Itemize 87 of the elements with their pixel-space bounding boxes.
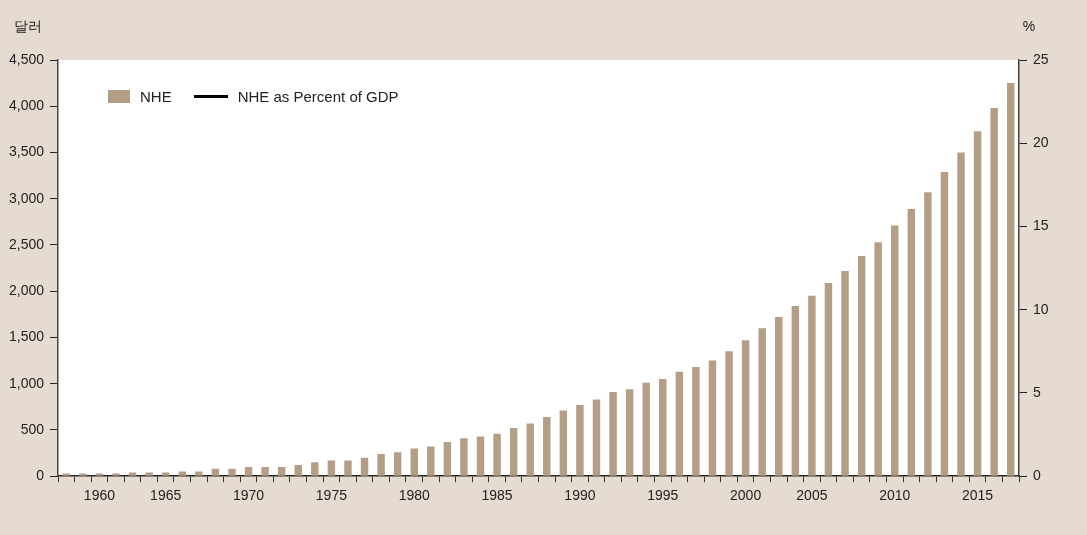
- x-tick-label: 1980: [398, 487, 431, 504]
- bar: [990, 108, 998, 476]
- bar: [973, 131, 982, 476]
- y2-tick-label: 10: [1033, 300, 1049, 317]
- bar: [443, 441, 452, 476]
- bar: [211, 468, 220, 476]
- y-axis-title: 달러: [14, 17, 42, 34]
- bar: [824, 282, 833, 476]
- bar: [692, 367, 700, 476]
- bar: [79, 473, 87, 476]
- bar: [741, 340, 750, 476]
- bar: [874, 242, 882, 476]
- bar: [559, 410, 568, 476]
- bar: [294, 465, 302, 476]
- x-tick-label: 1970: [232, 487, 265, 504]
- y-tick-label: 4,500: [8, 50, 45, 67]
- y-tick-label: 2,500: [8, 235, 45, 252]
- bar: [377, 454, 385, 476]
- bar: [311, 462, 319, 476]
- bar: [576, 404, 584, 476]
- y2-tick-label: 15: [1033, 217, 1049, 234]
- bar: [758, 328, 766, 476]
- bar: [857, 256, 866, 476]
- x-tick-label: 2015: [962, 487, 994, 504]
- bar: [427, 446, 435, 476]
- y-tick-label: 1,500: [8, 328, 45, 345]
- y-tick-label: 3,000: [8, 189, 45, 206]
- bar: [244, 466, 253, 476]
- bar: [642, 382, 650, 476]
- bar: [145, 472, 153, 476]
- bar: [924, 192, 932, 476]
- y-tick-label: 500: [20, 420, 45, 437]
- bar: [675, 371, 684, 476]
- bar: [940, 171, 949, 476]
- x-tick-label: 1990: [564, 487, 596, 504]
- bar: [625, 389, 634, 476]
- bar: [493, 433, 501, 476]
- bar: [907, 208, 916, 476]
- x-tick-label: 1975: [315, 487, 348, 504]
- y2-axis-title: %: [1022, 17, 1036, 34]
- bar: [592, 399, 601, 476]
- bar: [393, 452, 402, 476]
- bar: [261, 466, 269, 476]
- bar: [526, 423, 534, 476]
- bar: [410, 448, 418, 476]
- bar: [95, 473, 104, 476]
- x-tick-label: 1960: [83, 487, 116, 504]
- bar: [708, 360, 717, 476]
- bar: [659, 379, 667, 476]
- bar: [344, 460, 352, 476]
- bar: [543, 417, 551, 476]
- bar: [112, 473, 120, 476]
- y-tick-label: 4,000: [8, 97, 45, 114]
- x-tick-label: 1965: [150, 487, 182, 504]
- bar: [891, 225, 899, 476]
- bar: [609, 392, 617, 476]
- x-tick-label: 2000: [730, 487, 762, 504]
- y2-tick-label: 0: [1033, 467, 1041, 484]
- legend-label: NHE: [140, 88, 172, 105]
- legend-label: NHE as Percent of GDP: [237, 88, 399, 105]
- bar: [327, 460, 336, 476]
- bar: [360, 457, 369, 476]
- x-tick-label: 2010: [879, 487, 911, 504]
- y-tick-label: 0: [36, 467, 45, 484]
- bar: [178, 471, 186, 476]
- bar: [476, 436, 485, 476]
- bar: [1006, 83, 1015, 476]
- y2-tick-label: 25: [1033, 50, 1049, 67]
- y2-tick-label: 5: [1033, 383, 1041, 400]
- bar: [791, 306, 800, 476]
- bar: [775, 317, 783, 476]
- y-tick-label: 3,500: [8, 143, 45, 160]
- bar: [277, 466, 286, 476]
- bar: [957, 152, 965, 476]
- bar: [725, 351, 733, 476]
- bar: [195, 471, 203, 476]
- bar: [460, 438, 468, 476]
- y-tick-label: 2,000: [8, 282, 45, 299]
- x-tick-label: 1995: [647, 487, 679, 504]
- x-tick-label: 1985: [481, 487, 513, 504]
- bar: [841, 270, 849, 476]
- bar: [228, 468, 236, 476]
- y2-tick-label: 20: [1033, 134, 1049, 151]
- y-tick-label: 1,000: [8, 374, 45, 391]
- bar: [808, 295, 816, 476]
- x-tick-label: 2005: [796, 487, 828, 504]
- bar: [509, 428, 518, 476]
